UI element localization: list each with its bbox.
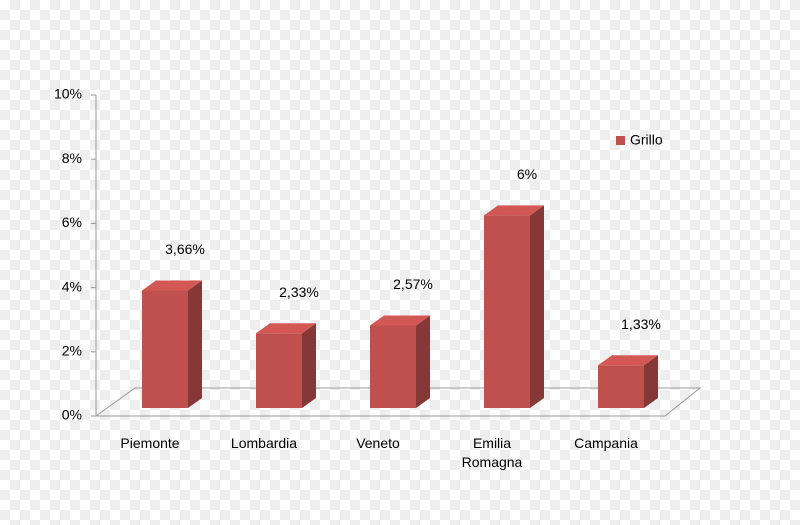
value-label: 2,33% <box>279 284 319 300</box>
x-tick-label: Lombardia <box>230 435 298 451</box>
bar <box>598 355 658 408</box>
y-tick-label: 6% <box>62 214 82 230</box>
x-tick-label: Emilia Romagna <box>461 435 523 470</box>
bar-side <box>416 315 430 408</box>
bar <box>484 205 544 408</box>
x-tick-label: Veneto <box>356 435 400 451</box>
value-label: 3,66% <box>165 241 205 257</box>
value-label: 6% <box>517 166 537 182</box>
value-label: 1,33% <box>621 316 661 332</box>
floor <box>94 387 702 417</box>
bar-front <box>256 333 302 408</box>
bar-side <box>530 205 544 408</box>
bar-front <box>142 290 188 408</box>
bar-top <box>370 315 430 326</box>
bar-top <box>142 280 202 291</box>
y-tick-label: 8% <box>62 150 82 166</box>
y-tick-label: 10% <box>54 86 82 102</box>
y-tick-label: 2% <box>62 343 82 359</box>
value-label: 2,57% <box>393 276 433 292</box>
bar <box>142 280 202 408</box>
bar <box>256 323 316 408</box>
bar-front <box>370 325 416 408</box>
y-tick-label: 4% <box>62 278 82 294</box>
legend-swatch <box>616 136 625 145</box>
bar-top <box>256 323 316 334</box>
x-tick-label: Piemonte <box>120 435 180 451</box>
bar-side <box>302 323 316 408</box>
x-tick-label: Campania <box>574 435 638 451</box>
bar-top <box>484 205 544 216</box>
bar-front <box>598 365 644 408</box>
bar-side <box>188 280 202 408</box>
bar-front <box>484 215 530 408</box>
legend-label: Grillo <box>630 132 663 148</box>
bar <box>370 315 430 408</box>
bar-top <box>598 355 658 366</box>
y-tick-label: 0% <box>62 407 82 423</box>
bar-side <box>644 355 658 408</box>
